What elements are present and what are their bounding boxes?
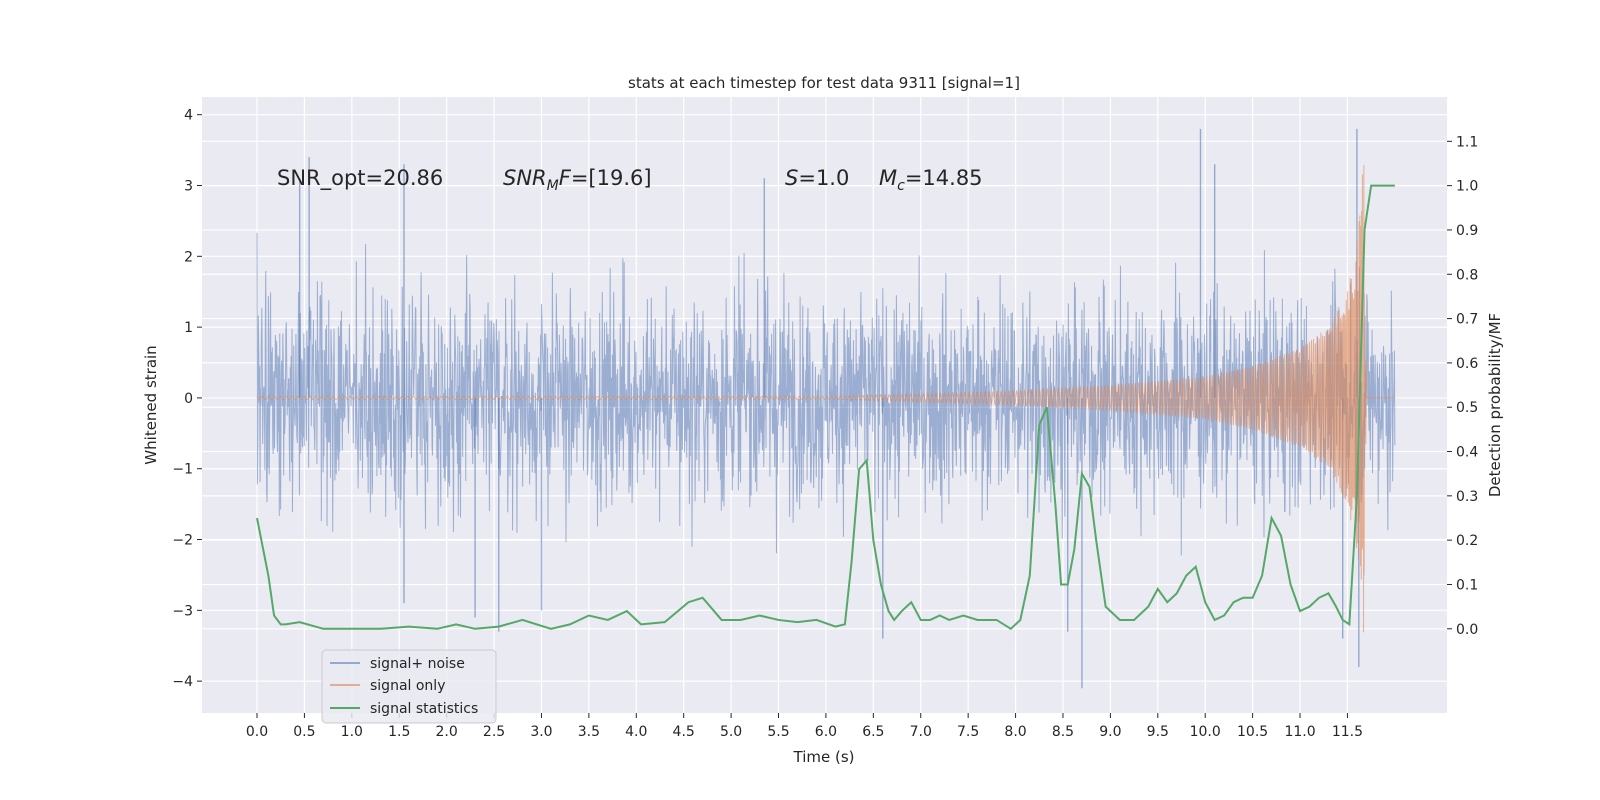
x-tick-label: 0.5 [293,724,315,740]
x-tick-label: 5.5 [767,724,789,740]
annotation-s: S=1.0 [785,166,849,190]
x-tick-label: 8.5 [1052,724,1074,740]
x-tick-label: 5.0 [720,724,742,740]
y2-tick-label: 1.1 [1456,134,1478,150]
y-tick-label: 0 [184,391,193,407]
x-tick-label: 7.0 [910,724,932,740]
y2-tick-label: 0.5 [1456,400,1478,416]
y2-tick-label: 0.7 [1456,312,1478,328]
y2-tick-label: 0.0 [1456,622,1478,638]
y2-tick-label: 1.0 [1456,179,1478,195]
legend-label-signal-statistics: signal statistics [370,701,478,717]
x-axis-label: Time (s) [793,748,855,766]
y-tick-label: −2 [172,533,193,549]
series-signal-statistics [256,184,1395,631]
y2-tick-label: 0.4 [1456,445,1478,461]
y2-tick-label: 0.6 [1456,356,1478,372]
legend: signal+ noise signal only signal statist… [321,649,497,724]
x-tick-label: 11.5 [1332,724,1363,740]
legend-label-signal-noise: signal+ noise [370,656,465,672]
x-tick-label: 2.0 [436,724,458,740]
signal-statistics-line [256,184,1395,631]
x-tick-label: 9.0 [1099,724,1121,740]
annotations: SNR_opt=20.86 SNRMF=[19.6] S=1.0 Mc=14.8… [277,166,983,194]
series-signal-only [256,165,1395,633]
x-tick-label: 6.0 [815,724,837,740]
y2-tick-label: 0.1 [1456,577,1478,593]
annotation-snr-mf: SNRMF=[19.6] [503,166,652,194]
y2-tick-label: 0.8 [1456,267,1478,283]
chart-title: stats at each timestep for test data 931… [628,74,1020,92]
x-tick-label: 11.0 [1284,724,1315,740]
x-tick-label: 7.5 [957,724,979,740]
y2-axis-label: Detection probability/MF [1486,313,1504,497]
x-tick-label: 9.5 [1147,724,1169,740]
x-tick-label: 4.5 [673,724,695,740]
y2-tick-label: 0.3 [1456,489,1478,505]
y-tick-label: −4 [172,674,193,690]
x-tick-label: 10.0 [1190,724,1221,740]
legend-label-signal-only: signal only [370,678,445,694]
x-tick-label: 1.5 [388,724,410,740]
y-axis-label: Whitened strain [142,345,160,464]
y-tick-label: 3 [184,179,193,195]
x-tick-label: 2.5 [483,724,505,740]
x-tick-label: 1.0 [341,724,363,740]
y-tick-label: −1 [172,462,193,478]
signal-only-line [256,165,1395,633]
x-tick-label: 3.5 [578,724,600,740]
y-tick-label: −3 [172,603,193,619]
y-tick-label: 2 [184,249,193,265]
y2-tick-label: 0.2 [1456,533,1478,549]
x-tick-label: 4.0 [625,724,647,740]
x-tick-label: 3.0 [530,724,552,740]
legend-box [321,649,497,724]
x-tick-label: 8.0 [1004,724,1026,740]
x-tick-label: 0.0 [246,724,268,740]
y-tick-label: 4 [184,108,193,124]
y2-tick-label: 0.9 [1456,223,1478,239]
y-tick-label: 1 [184,320,193,336]
x-tick-label: 6.5 [862,724,884,740]
annotation-snr-opt: SNR_opt=20.86 [277,166,443,191]
x-tick-label: 10.5 [1237,724,1268,740]
axis-ticks: 0.0 0.5 1.0 1.5 2.0 2.5 3.0 3.5 4.0 4.5 5.0 5.5 6.0 6… [172,108,1478,740]
annotation-mc: Mc=14.85 [879,166,983,194]
